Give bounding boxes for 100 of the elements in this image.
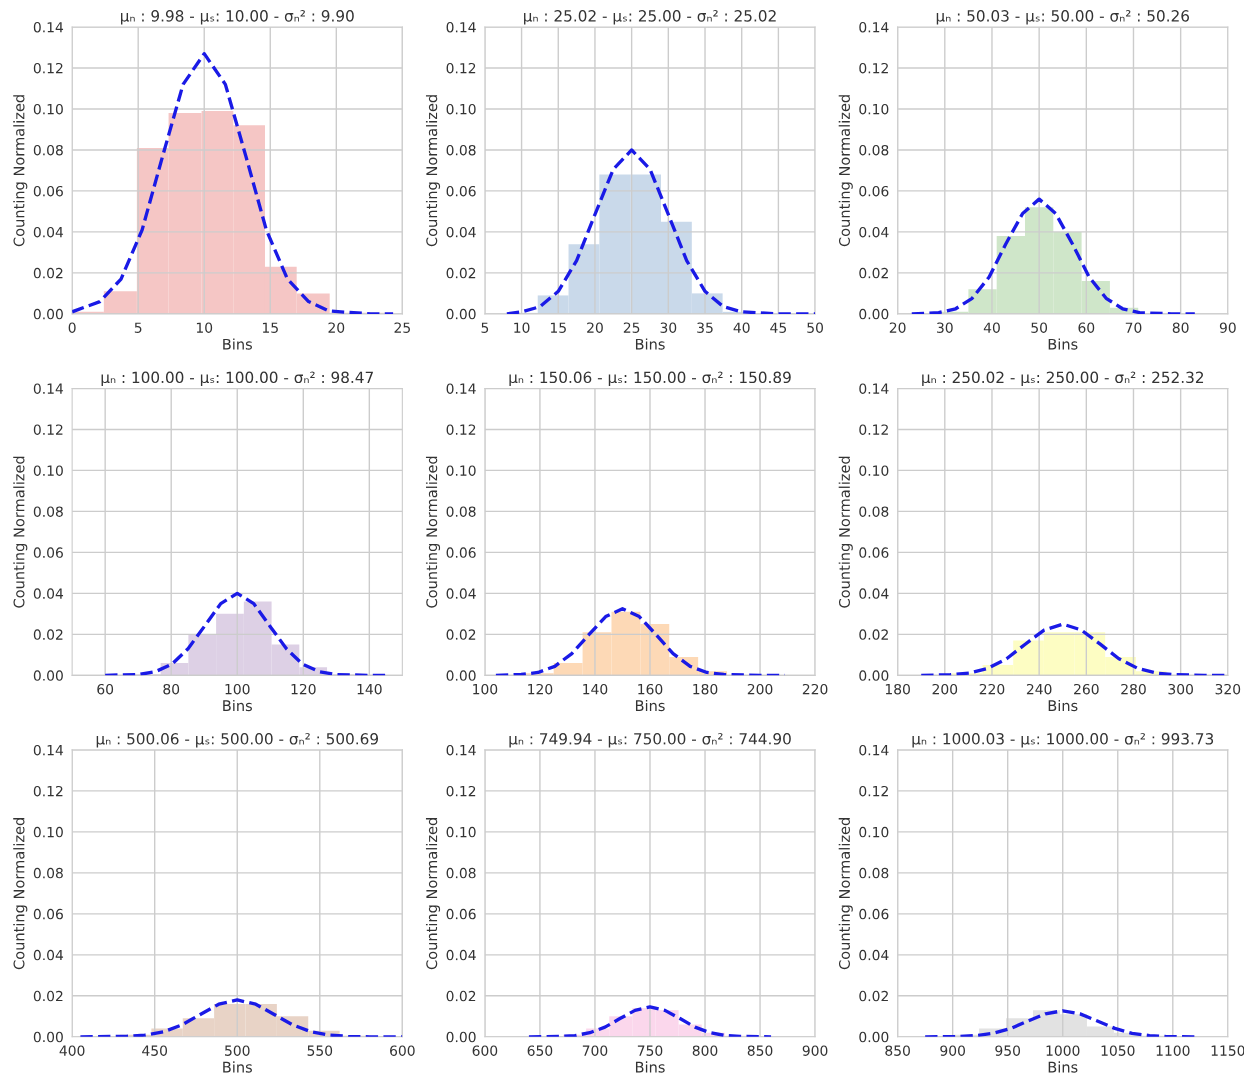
y-tick-label: 0.04 [859,226,889,238]
y-tick-label: 0.08 [446,867,476,879]
y-tick-label: 0.08 [33,867,63,879]
y-tick-label: 0.04 [859,949,889,961]
y-tick-label: 0.02 [33,629,63,640]
x-tick-label: 120 [291,683,316,695]
x-axis-title: Bins [1048,1061,1078,1073]
y-tick-label: 0.00 [446,1031,476,1043]
y-tick-label: 0.04 [33,226,64,238]
y-tick-label: 0.12 [446,62,476,74]
x-tick-label: 1050 [1101,1045,1135,1056]
y-tick-label: 0.10 [33,826,63,838]
y-tick-label: 0.06 [446,547,476,558]
x-tick-label: 700 [582,1045,608,1056]
chart-title: μₙ : 50.03 - μₛ: 50.00 - σₙ² : 50.26 [936,10,1190,25]
x-axis-title: Bins [635,699,665,712]
y-tick-label: 0.08 [33,506,63,517]
y-tick-label: 0.14 [446,21,476,33]
x-axis-title: Bins [223,699,252,712]
y-tick-label: 0.04 [33,588,64,599]
x-tick-label: 10 [514,322,530,333]
y-axis-title: Counting Normalized [838,95,853,247]
x-axis-title: Bins [635,1061,665,1073]
x-tick-label: 120 [528,683,553,695]
x-tick-label: 260 [1074,683,1099,695]
y-tick-label: 0.02 [859,267,888,279]
y-tick-label: 0.00 [33,308,63,320]
y-tick-label: 0.14 [859,21,889,33]
x-tick-label: 1100 [1156,1045,1190,1056]
y-tick-label: 0.14 [859,744,889,756]
y-tick-label: 0.04 [446,588,476,599]
y-tick-label: 0.12 [33,785,63,797]
y-tick-label: 0.12 [446,424,476,435]
y-axis-title: Counting Normalized [425,456,441,608]
x-tick-label: 90 [1219,322,1236,333]
y-tick-label: 0.06 [859,908,889,920]
y-tick-label: 0.04 [446,949,476,961]
x-tick-label: 1150 [1211,1045,1244,1056]
x-tick-label: 20 [889,322,906,333]
x-tick-label: 10 [196,322,213,333]
y-tick-label: 0.02 [446,629,476,640]
x-tick-label: 0 [68,322,76,333]
y-tick-label: 0.02 [446,990,476,1002]
y-axis-title: Counting Normalized [13,95,28,247]
x-tick-label: 450 [142,1045,168,1056]
x-tick-label: 550 [307,1045,333,1056]
x-tick-label: 50 [807,322,823,333]
x-tick-label: 60 [97,683,114,695]
x-tick-label: 200 [932,683,958,695]
x-tick-label: 30 [660,322,677,333]
y-tick-label: 0.02 [446,267,476,279]
y-tick-label: 0.08 [859,506,889,517]
y-tick-label: 0.10 [859,103,889,115]
y-tick-label: 0.08 [446,506,476,517]
x-tick-label: 800 [692,1045,718,1056]
y-axis-title: Counting Normalized [838,818,853,970]
x-tick-label: 220 [979,683,1005,695]
x-tick-label: 500 [225,1045,250,1056]
x-tick-label: 160 [638,683,663,695]
x-tick-label: 850 [885,1045,910,1056]
y-tick-label: 0.02 [859,629,888,640]
x-tick-label: 5 [134,322,142,333]
y-tick-label: 0.06 [446,185,476,197]
x-tick-label: 15 [262,322,278,333]
x-tick-label: 950 [995,1045,1021,1056]
x-tick-label: 30 [937,322,953,333]
x-tick-label: 60 [1078,322,1095,333]
x-tick-label: 400 [59,1045,85,1056]
y-tick-label: 0.14 [859,383,889,394]
y-tick-label: 0.10 [33,103,63,115]
x-tick-label: 750 [637,1045,663,1056]
x-axis-title: Bins [1048,338,1078,350]
y-tick-label: 0.10 [859,826,889,838]
x-tick-label: 40 [733,322,750,333]
y-tick-label: 0.12 [859,424,888,435]
y-tick-label: 0.02 [859,990,888,1002]
y-tick-label: 0.08 [446,144,476,156]
y-tick-label: 0.08 [859,867,889,879]
x-tick-label: 140 [583,683,608,695]
y-tick-label: 0.12 [859,62,888,74]
y-tick-label: 0.10 [33,465,63,476]
y-tick-label: 0.10 [859,465,889,476]
x-tick-label: 70 [1125,322,1142,333]
y-tick-label: 0.14 [446,744,476,756]
chart-title: μₙ : 749.94 - μₛ: 750.00 - σₙ² : 744.90 [509,733,791,748]
x-tick-label: 40 [983,322,1000,333]
x-tick-label: 240 [1026,683,1052,695]
y-tick-label: 0.10 [446,465,476,476]
y-tick-label: 0.08 [859,144,889,156]
y-tick-label: 0.00 [33,1031,63,1043]
y-tick-label: 0.06 [446,908,476,920]
y-tick-label: 0.08 [33,144,63,156]
chart-title: μₙ : 250.02 - μₛ: 250.00 - σₙ² : 252.32 [922,371,1204,387]
y-tick-label: 0.00 [859,1031,889,1043]
y-tick-label: 0.00 [859,670,889,681]
x-tick-label: 80 [163,683,180,695]
x-tick-label: 180 [693,683,718,695]
y-tick-label: 0.10 [446,826,476,838]
x-tick-label: 900 [940,1045,965,1056]
y-tick-label: 0.06 [33,185,63,197]
